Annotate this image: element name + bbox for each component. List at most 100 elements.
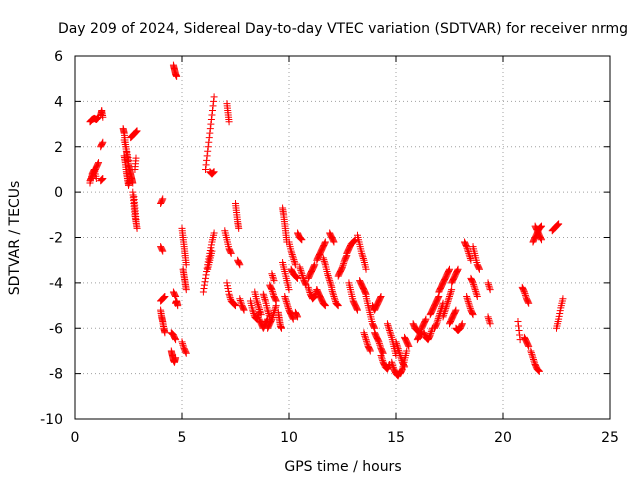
data-point — [378, 355, 386, 363]
data-point — [353, 305, 361, 313]
data-point — [235, 260, 243, 268]
data-point — [358, 251, 366, 259]
data-point — [342, 253, 350, 261]
data-point — [427, 329, 435, 337]
y-tick-label: -10 — [40, 412, 63, 428]
data-point — [271, 307, 279, 315]
data-point — [271, 305, 279, 313]
data-point — [339, 261, 347, 269]
data-point — [202, 161, 210, 169]
data-point — [133, 127, 141, 135]
data-point — [471, 284, 479, 292]
data-point — [445, 266, 453, 274]
data-point — [521, 291, 529, 299]
data-point — [179, 341, 187, 349]
data-point — [338, 264, 346, 272]
data-point — [393, 341, 401, 349]
data-point — [223, 279, 231, 287]
data-point — [360, 330, 368, 338]
chart-title: Day 209 of 2024, Sidereal Day-to-day VTE… — [58, 21, 628, 37]
data-point — [463, 294, 471, 302]
data-point — [398, 366, 406, 374]
data-point — [484, 313, 492, 321]
data-point — [466, 254, 474, 262]
data-point — [208, 111, 216, 119]
data-point — [224, 285, 232, 293]
data-point — [268, 286, 276, 294]
data-point — [529, 354, 537, 362]
data-point — [556, 310, 564, 318]
data-point — [133, 127, 141, 135]
data-point — [182, 349, 190, 357]
data-point — [203, 152, 211, 160]
x-tick-label: 20 — [494, 430, 512, 446]
data-point — [209, 102, 217, 110]
data-point — [269, 312, 277, 320]
data-point — [171, 291, 179, 299]
data-point — [386, 327, 394, 335]
data-point — [426, 331, 434, 339]
data-point — [253, 299, 261, 307]
data-point — [386, 328, 394, 336]
data-point — [333, 300, 341, 308]
data-point — [158, 246, 166, 254]
data-point — [321, 239, 329, 247]
data-point — [123, 151, 131, 159]
data-point — [466, 304, 474, 312]
data-point — [255, 304, 263, 312]
data-point — [289, 315, 297, 323]
data-point — [319, 254, 327, 262]
data-point — [473, 292, 481, 300]
data-point — [470, 282, 478, 290]
data-point — [556, 307, 564, 315]
data-point — [387, 332, 395, 340]
data-point — [377, 351, 385, 359]
data-point — [469, 311, 477, 319]
data-point — [524, 298, 532, 306]
data-point — [200, 285, 208, 293]
data-point — [203, 264, 211, 272]
data-point — [202, 274, 210, 282]
data-point — [393, 340, 401, 348]
data-point — [392, 338, 400, 346]
data-point — [268, 287, 276, 295]
data-point — [446, 265, 453, 273]
data-point — [268, 270, 276, 278]
data-point — [298, 272, 306, 280]
data-point — [270, 277, 278, 285]
data-point — [210, 168, 218, 176]
y-tick-label: -6 — [49, 321, 63, 337]
data-point — [172, 354, 180, 362]
data-point — [374, 337, 382, 345]
data-point — [396, 350, 404, 358]
data-point — [289, 252, 297, 260]
data-point — [207, 116, 215, 124]
data-point — [353, 306, 361, 314]
data-point — [282, 296, 290, 304]
data-point — [522, 293, 530, 301]
data-point — [264, 308, 272, 316]
data-point — [434, 316, 442, 324]
data-point — [447, 289, 455, 297]
data-point — [269, 275, 277, 283]
data-point — [485, 316, 493, 324]
data-point — [433, 320, 441, 328]
data-point — [529, 355, 537, 363]
data-point — [485, 281, 493, 289]
data-point — [426, 332, 434, 340]
x-tick-label: 0 — [71, 430, 80, 446]
data-point — [93, 115, 101, 123]
data-point — [256, 306, 264, 314]
data-point — [327, 280, 335, 288]
data-point — [269, 291, 277, 299]
data-point — [294, 313, 302, 321]
data-point — [520, 287, 528, 295]
data-point — [360, 329, 368, 337]
data-point — [537, 235, 545, 243]
data-point — [207, 241, 215, 249]
data-point — [363, 339, 371, 347]
data-point — [288, 249, 296, 257]
data-point — [310, 262, 318, 270]
data-point — [475, 265, 483, 273]
data-point — [515, 327, 523, 335]
